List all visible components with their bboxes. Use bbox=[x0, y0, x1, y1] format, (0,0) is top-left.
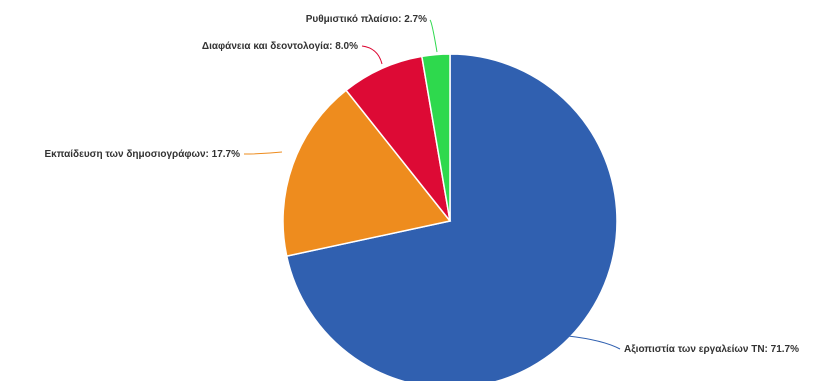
pie-slice-4 bbox=[420, 53, 451, 222]
leader-lines bbox=[243, 19, 621, 350]
leader-line-4 bbox=[429, 19, 438, 53]
leader-line-3 bbox=[361, 45, 383, 65]
pie-slice-2 bbox=[282, 89, 452, 258]
slice-label-4: Ρυθμιστικό πλαίσιο: 2.7% bbox=[306, 14, 427, 25]
slice-label-1: Αξιοπιστία των εργαλείων ΤΝ: 71.7% bbox=[624, 344, 799, 355]
leader-line-2 bbox=[243, 151, 283, 155]
pie-slice-1 bbox=[285, 53, 618, 381]
slice-labels: Αξιοπιστία των εργαλείων ΤΝ: 71.7% Εκπαίδ… bbox=[44, 14, 799, 355]
pie-slices bbox=[282, 53, 618, 381]
slice-label-2: Εκπαίδευση των δημοσιογράφων: 17.7% bbox=[44, 149, 240, 160]
leader-line-1 bbox=[567, 335, 621, 350]
slice-label-3: Διαφάνεια και δεοντολογία: 8.0% bbox=[202, 41, 358, 52]
